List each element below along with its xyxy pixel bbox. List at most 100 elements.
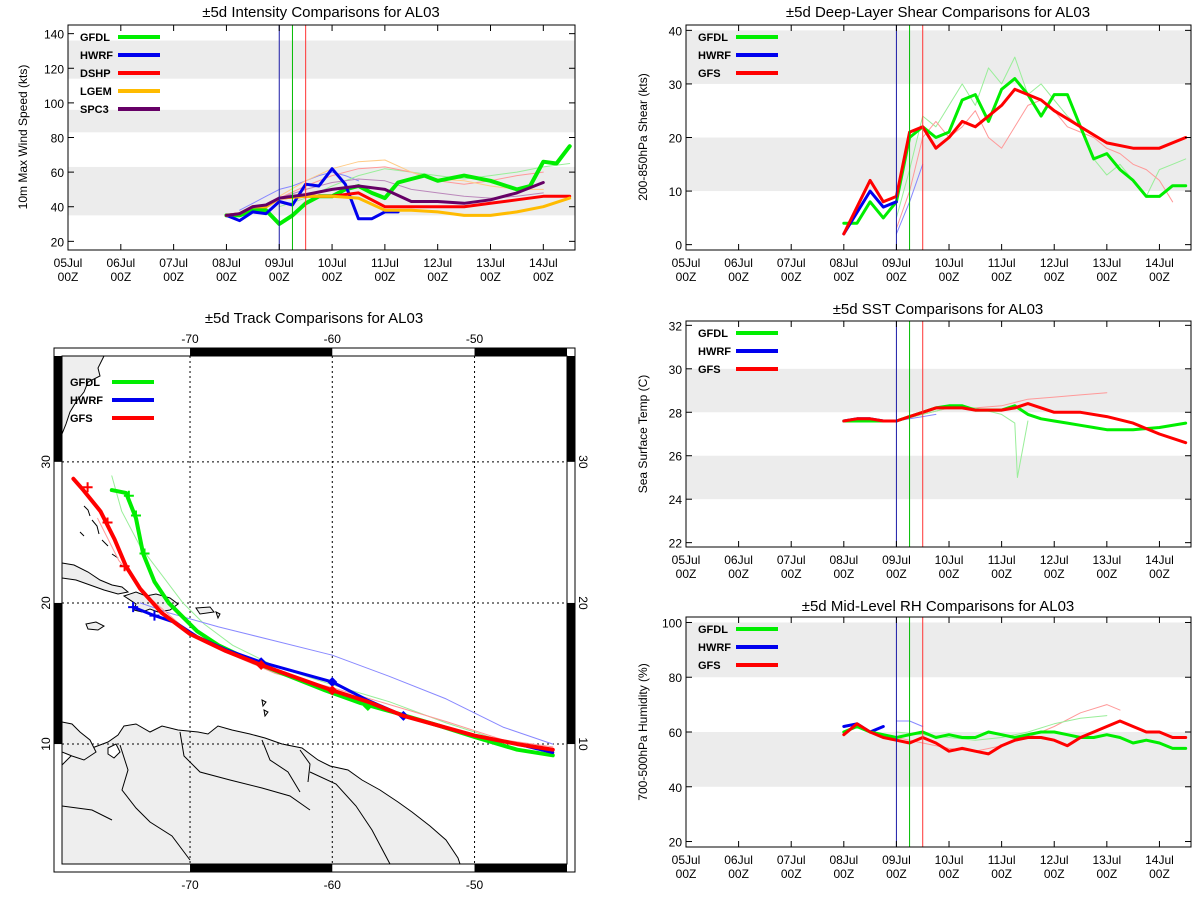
shear-legend: GFDL HWRF GFS <box>698 32 778 80</box>
shear-xtick-hour: 00Z <box>833 270 854 284</box>
shear-panel: ±5d Deep-Layer Shear Comparisons for AL0… <box>636 4 1192 284</box>
rh-xtick-hour: 00Z <box>1149 867 1170 881</box>
track-frame <box>53 347 576 873</box>
shear-xtick-hour: 00Z <box>1149 270 1170 284</box>
intensity-xtick-hour: 00Z <box>163 270 184 284</box>
intensity-xtick-day: 13Jul <box>476 256 505 270</box>
rh-xtick-hour: 00Z <box>676 867 697 881</box>
sst-xtick-day: 14Jul <box>1145 553 1174 567</box>
intensity-series-gfdl <box>224 144 572 226</box>
sst-ytick-label: 26 <box>669 450 683 464</box>
sst-xtick-day: 12Jul <box>1040 553 1069 567</box>
sst-vlines <box>895 321 924 547</box>
shear-xtick-day: 05Jul <box>672 256 701 270</box>
shear-xtick-hour: 00Z <box>991 270 1012 284</box>
landmass-puerto-rico <box>195 606 215 615</box>
sst-xtick-day: 08Jul <box>829 553 858 567</box>
track-lat-label-left: 10 <box>39 737 53 751</box>
rh-ytick-label: 20 <box>669 836 683 850</box>
rh-xtick-day: 13Jul <box>1092 853 1121 867</box>
intensity-ytick-label: 20 <box>51 235 65 249</box>
track-lon-label-bottom: -50 <box>466 878 484 892</box>
track-lat-label-right: 20 <box>576 596 590 610</box>
shear-legend-label: GFS <box>698 68 721 80</box>
sst-xtick-hour: 00Z <box>939 567 960 581</box>
track-grid <box>62 356 567 864</box>
intensity-xticks: 05Jul00Z06Jul00Z07Jul00Z08Jul00Z09Jul00Z… <box>54 25 558 284</box>
rh-yticks: 20 40 60 80 100 <box>662 616 1191 850</box>
shear-xtick-day: 06Jul <box>724 256 753 270</box>
sst-xtick-hour: 00Z <box>833 567 854 581</box>
sst-xtick-day: 10Jul <box>935 553 964 567</box>
intensity-series-lgem-thin <box>278 159 544 197</box>
track-frame-bar-bottom-3 <box>474 864 567 872</box>
sst-panel: ±5d SST Comparisons for AL03 22 24 26 28 30 3… <box>636 301 1192 581</box>
landmass-central-america <box>62 721 97 761</box>
track-legend-label: GFS <box>70 413 93 425</box>
rh-xtick-day: 14Jul <box>1145 853 1174 867</box>
track-frame-bar-left-3 <box>54 356 62 462</box>
rh-xtick-hour: 00Z <box>1096 867 1117 881</box>
track-lon-label-bottom: -60 <box>324 878 342 892</box>
track-frame-bar-top-1 <box>190 348 333 356</box>
sst-ytick-label: 30 <box>669 363 683 377</box>
sst-xtick-day: 09Jul <box>882 553 911 567</box>
intensity-xtick-hour: 00Z <box>322 270 343 284</box>
shear-vlines <box>895 25 924 250</box>
intensity-xtick-day: 05Jul <box>54 256 83 270</box>
rh-ytick-label: 40 <box>669 781 683 795</box>
track-marker-hwrf-4 <box>128 602 139 613</box>
sst-series-gfs <box>842 402 1188 445</box>
sst-legend-label: GFS <box>698 364 721 376</box>
sst-ytick-label: 24 <box>669 493 683 507</box>
intensity-legend: GFDL HWRF DSHP LGEM SPC3 <box>80 32 160 116</box>
shear-ytick-label: 40 <box>669 24 683 38</box>
intensity-bands <box>68 40 575 216</box>
rh-xticks: 05Jul00Z06Jul00Z07Jul00Z08Jul00Z09Jul00Z… <box>672 617 1174 881</box>
rh-xtick-hour: 00Z <box>939 867 960 881</box>
intensity-vlines <box>278 25 307 250</box>
intensity-xtick-day: 11Jul <box>371 256 399 270</box>
rh-ytick-label: 60 <box>669 726 683 740</box>
intensity-series <box>224 144 572 226</box>
intensity-xtick-hour: 00Z <box>375 270 396 284</box>
country-borders <box>62 731 391 864</box>
track-lon-label-top: -70 <box>181 332 199 346</box>
track-lon-label-bottom: -70 <box>181 878 199 892</box>
shear-xtick-day: 10Jul <box>935 256 964 270</box>
intensity-xtick-day: 06Jul <box>106 256 135 270</box>
intensity-xtick-day: 12Jul <box>423 256 452 270</box>
sst-xtick-day: 11Jul <box>988 553 1016 567</box>
track-series-gfs <box>71 476 555 752</box>
intensity-xtick-hour: 00Z <box>269 270 290 284</box>
rh-vlines <box>895 617 924 847</box>
intensity-panel: ±5d Intensity Comparisons for AL03 20 40 6… <box>16 4 576 284</box>
track-marker-gfs-0 <box>327 685 338 696</box>
sst-legend-label: GFDL <box>698 328 728 340</box>
rh-panel: ±5d Mid-Level RH Comparisons for AL03 20… <box>636 598 1192 881</box>
intensity-legend-label: HWRF <box>80 50 113 62</box>
shear-xtick-day: 11Jul <box>988 256 1016 270</box>
sst-xticks: 05Jul00Z06Jul00Z07Jul00Z08Jul00Z09Jul00Z… <box>672 321 1174 581</box>
rh-xtick-hour: 00Z <box>833 867 854 881</box>
sst-bands <box>686 368 1191 500</box>
rh-legend-label: GFDL <box>698 624 728 636</box>
intensity-legend-label: LGEM <box>80 86 112 98</box>
sst-ylabel: Sea Surface Temp (C) <box>636 375 650 494</box>
track-lat-label-left: 20 <box>39 596 53 610</box>
shear-xtick-day: 07Jul <box>777 256 806 270</box>
intensity-xtick-hour: 00Z <box>427 270 448 284</box>
intensity-ytick-label: 80 <box>51 132 65 146</box>
shear-xtick-hour: 00Z <box>1044 270 1065 284</box>
track-series <box>71 475 555 758</box>
sst-ytick-label: 32 <box>669 319 683 333</box>
sst-xtick-hour: 00Z <box>886 567 907 581</box>
intensity-series-hwrf <box>224 167 400 223</box>
intensity-xtick-day: 14Jul <box>529 256 558 270</box>
track-map: GFDL HWRF GFS <box>62 356 567 864</box>
intensity-xtick-hour: 00Z <box>216 270 237 284</box>
intensity-title: ±5d Intensity Comparisons for AL03 <box>202 4 440 21</box>
rh-xtick-day: 11Jul <box>988 853 1016 867</box>
track-marker-gfdl-1 <box>139 548 150 559</box>
track-marker-gfs-3 <box>102 517 113 528</box>
